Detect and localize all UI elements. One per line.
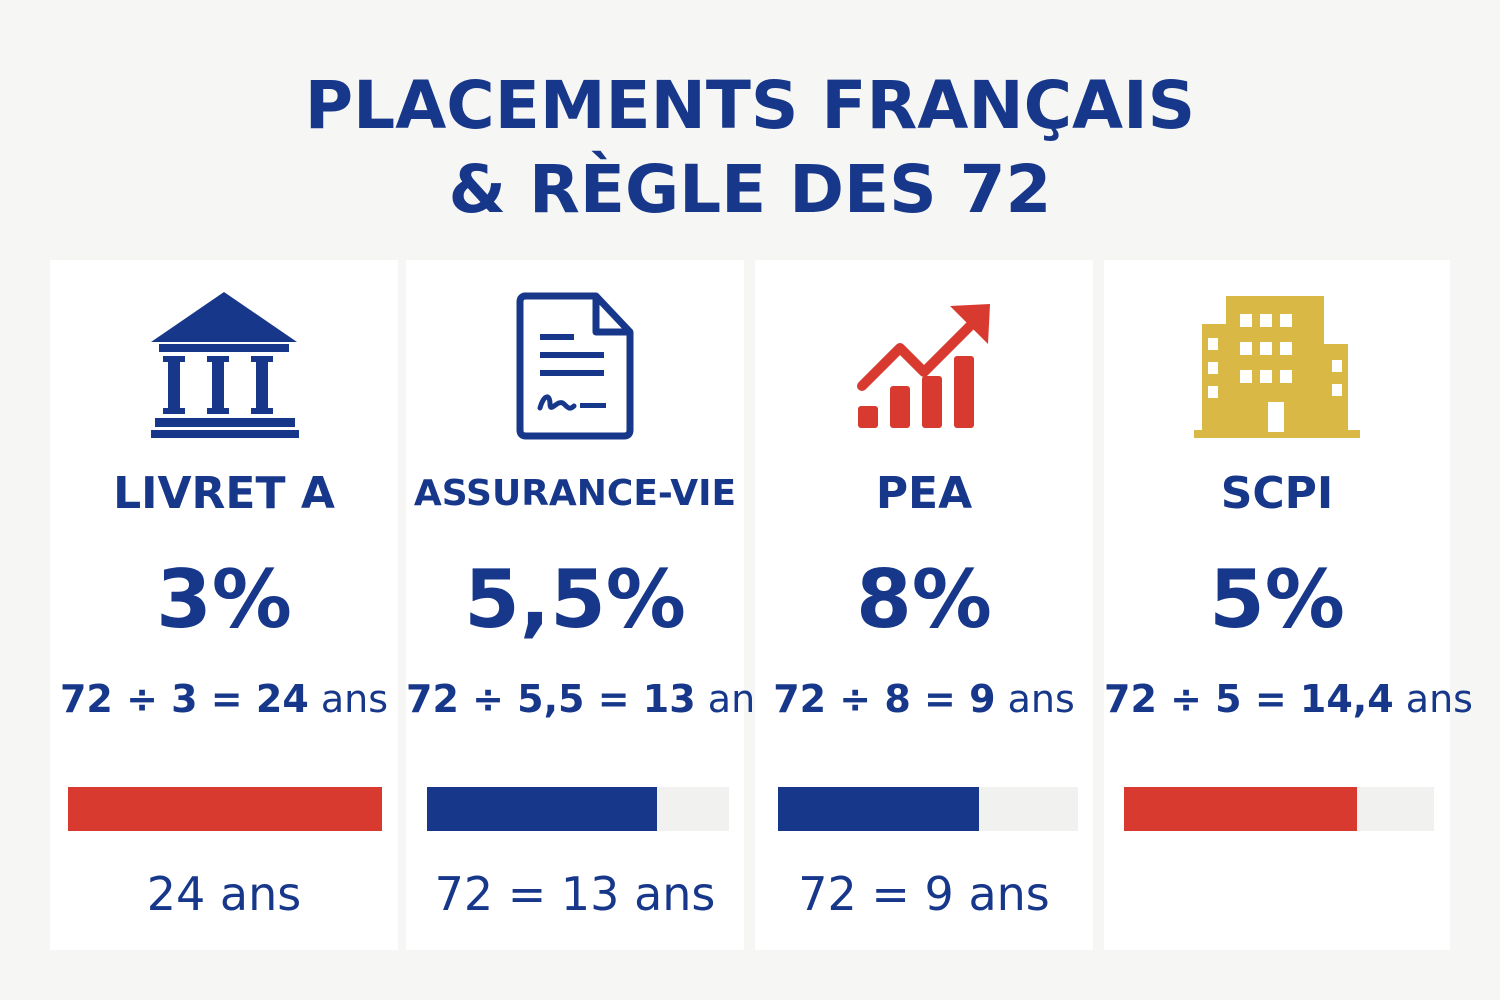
progress-bar-fill: [68, 787, 382, 831]
card-formula: 72 ÷ 5,5 = 13 ans: [406, 674, 775, 724]
formula-unit: ans: [1405, 677, 1473, 721]
progress-bar: [1124, 787, 1434, 831]
card-name: LIVRET A: [113, 468, 335, 519]
growth-chart-icon: [857, 304, 990, 428]
formula-unit: ans: [1007, 677, 1075, 721]
card-result: 24 ans: [146, 867, 302, 921]
formula-ops: 72 ÷ 5,5 = 13: [406, 677, 696, 721]
title-line-2: & RÈGLE DES 72: [448, 151, 1052, 228]
formula-ops: 72 ÷ 5 = 14,4: [1104, 677, 1394, 721]
page-title: PLACEMENTS FRANÇAIS & RÈGLE DES 72: [0, 64, 1500, 232]
card-result: 72 = 13 ans: [434, 867, 716, 921]
building-icon: [1194, 296, 1360, 438]
progress-bar-fill: [427, 787, 657, 831]
card-pea: PEA 8% 72 ÷ 8 = 9 ans 72 = 9 ans: [755, 260, 1093, 950]
card-formula: 72 ÷ 8 = 9 ans: [755, 674, 1093, 724]
card-rate: 5%: [1209, 553, 1345, 646]
card-scpi: SCPI 5% 72 ÷ 5 = 14,4 ans: [1104, 260, 1473, 950]
card-formula: 72 ÷ 3 = 24 ans: [50, 674, 398, 724]
card-name: SCPI: [1220, 468, 1334, 519]
card-rate: 8%: [856, 553, 992, 646]
contract-document-icon: [516, 292, 634, 440]
card-livret-a: LIVRET A 3% 72 ÷ 3 = 24 ans 24 ans: [50, 260, 398, 950]
card-name: PEA: [875, 468, 973, 519]
card-assurance-vie: ASSURANCE-VIE 5,5% 72 ÷ 5,5 = 13 ans 72 …: [406, 260, 775, 950]
progress-bar-fill: [778, 787, 979, 831]
formula-ops: 72 ÷ 8 = 9: [773, 677, 996, 721]
card-formula: 72 ÷ 5 = 14,4 ans: [1104, 674, 1473, 724]
card-rate: 3%: [156, 553, 292, 646]
formula-unit: ans: [320, 677, 389, 721]
progress-bar: [427, 787, 729, 831]
card-rate: 5,5%: [464, 553, 686, 646]
card-name: ASSURANCE-VIE: [413, 473, 737, 514]
progress-bar-fill: [1124, 787, 1357, 831]
progress-bar: [68, 787, 382, 831]
card-result: 72 = 9 ans: [798, 867, 1050, 921]
formula-ops: 72 ÷ 3 = 24: [59, 677, 309, 721]
title-line-1: PLACEMENTS FRANÇAIS: [304, 67, 1196, 144]
bank-icon: [151, 292, 299, 438]
progress-bar: [778, 787, 1078, 831]
